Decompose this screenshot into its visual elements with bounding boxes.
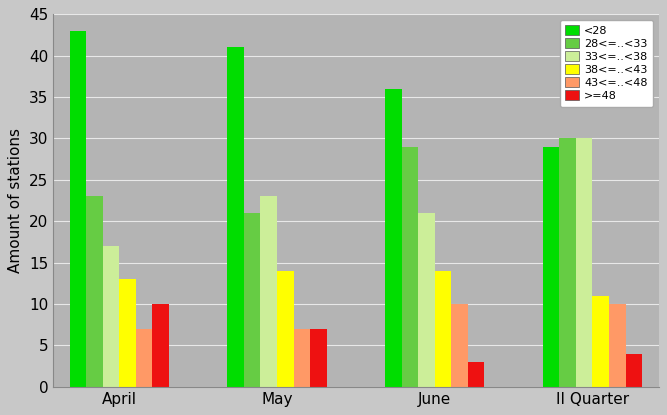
Bar [244,213,261,387]
Bar [153,304,169,387]
Bar [227,47,244,387]
Bar [418,213,435,387]
Legend: <28, 28<=..<33, 33<=..<38, 38<=..<43, 43<=..<48, >=48: <28, 28<=..<33, 33<=..<38, 38<=..<43, 43… [560,20,653,107]
Bar [468,362,484,387]
Bar [626,354,642,387]
Bar [293,329,310,387]
Bar [435,271,452,387]
Bar [119,279,136,387]
Bar [609,304,626,387]
Bar [576,139,592,387]
Y-axis label: Amount of stations: Amount of stations [8,128,23,273]
Bar [560,139,576,387]
Bar [543,147,560,387]
Bar [402,147,418,387]
Bar [452,304,468,387]
Bar [261,196,277,387]
Bar [86,196,103,387]
Bar [69,31,86,387]
Bar [103,246,119,387]
Bar [310,329,327,387]
Bar [136,329,153,387]
Bar [277,271,293,387]
Bar [385,89,402,387]
Bar [592,296,609,387]
